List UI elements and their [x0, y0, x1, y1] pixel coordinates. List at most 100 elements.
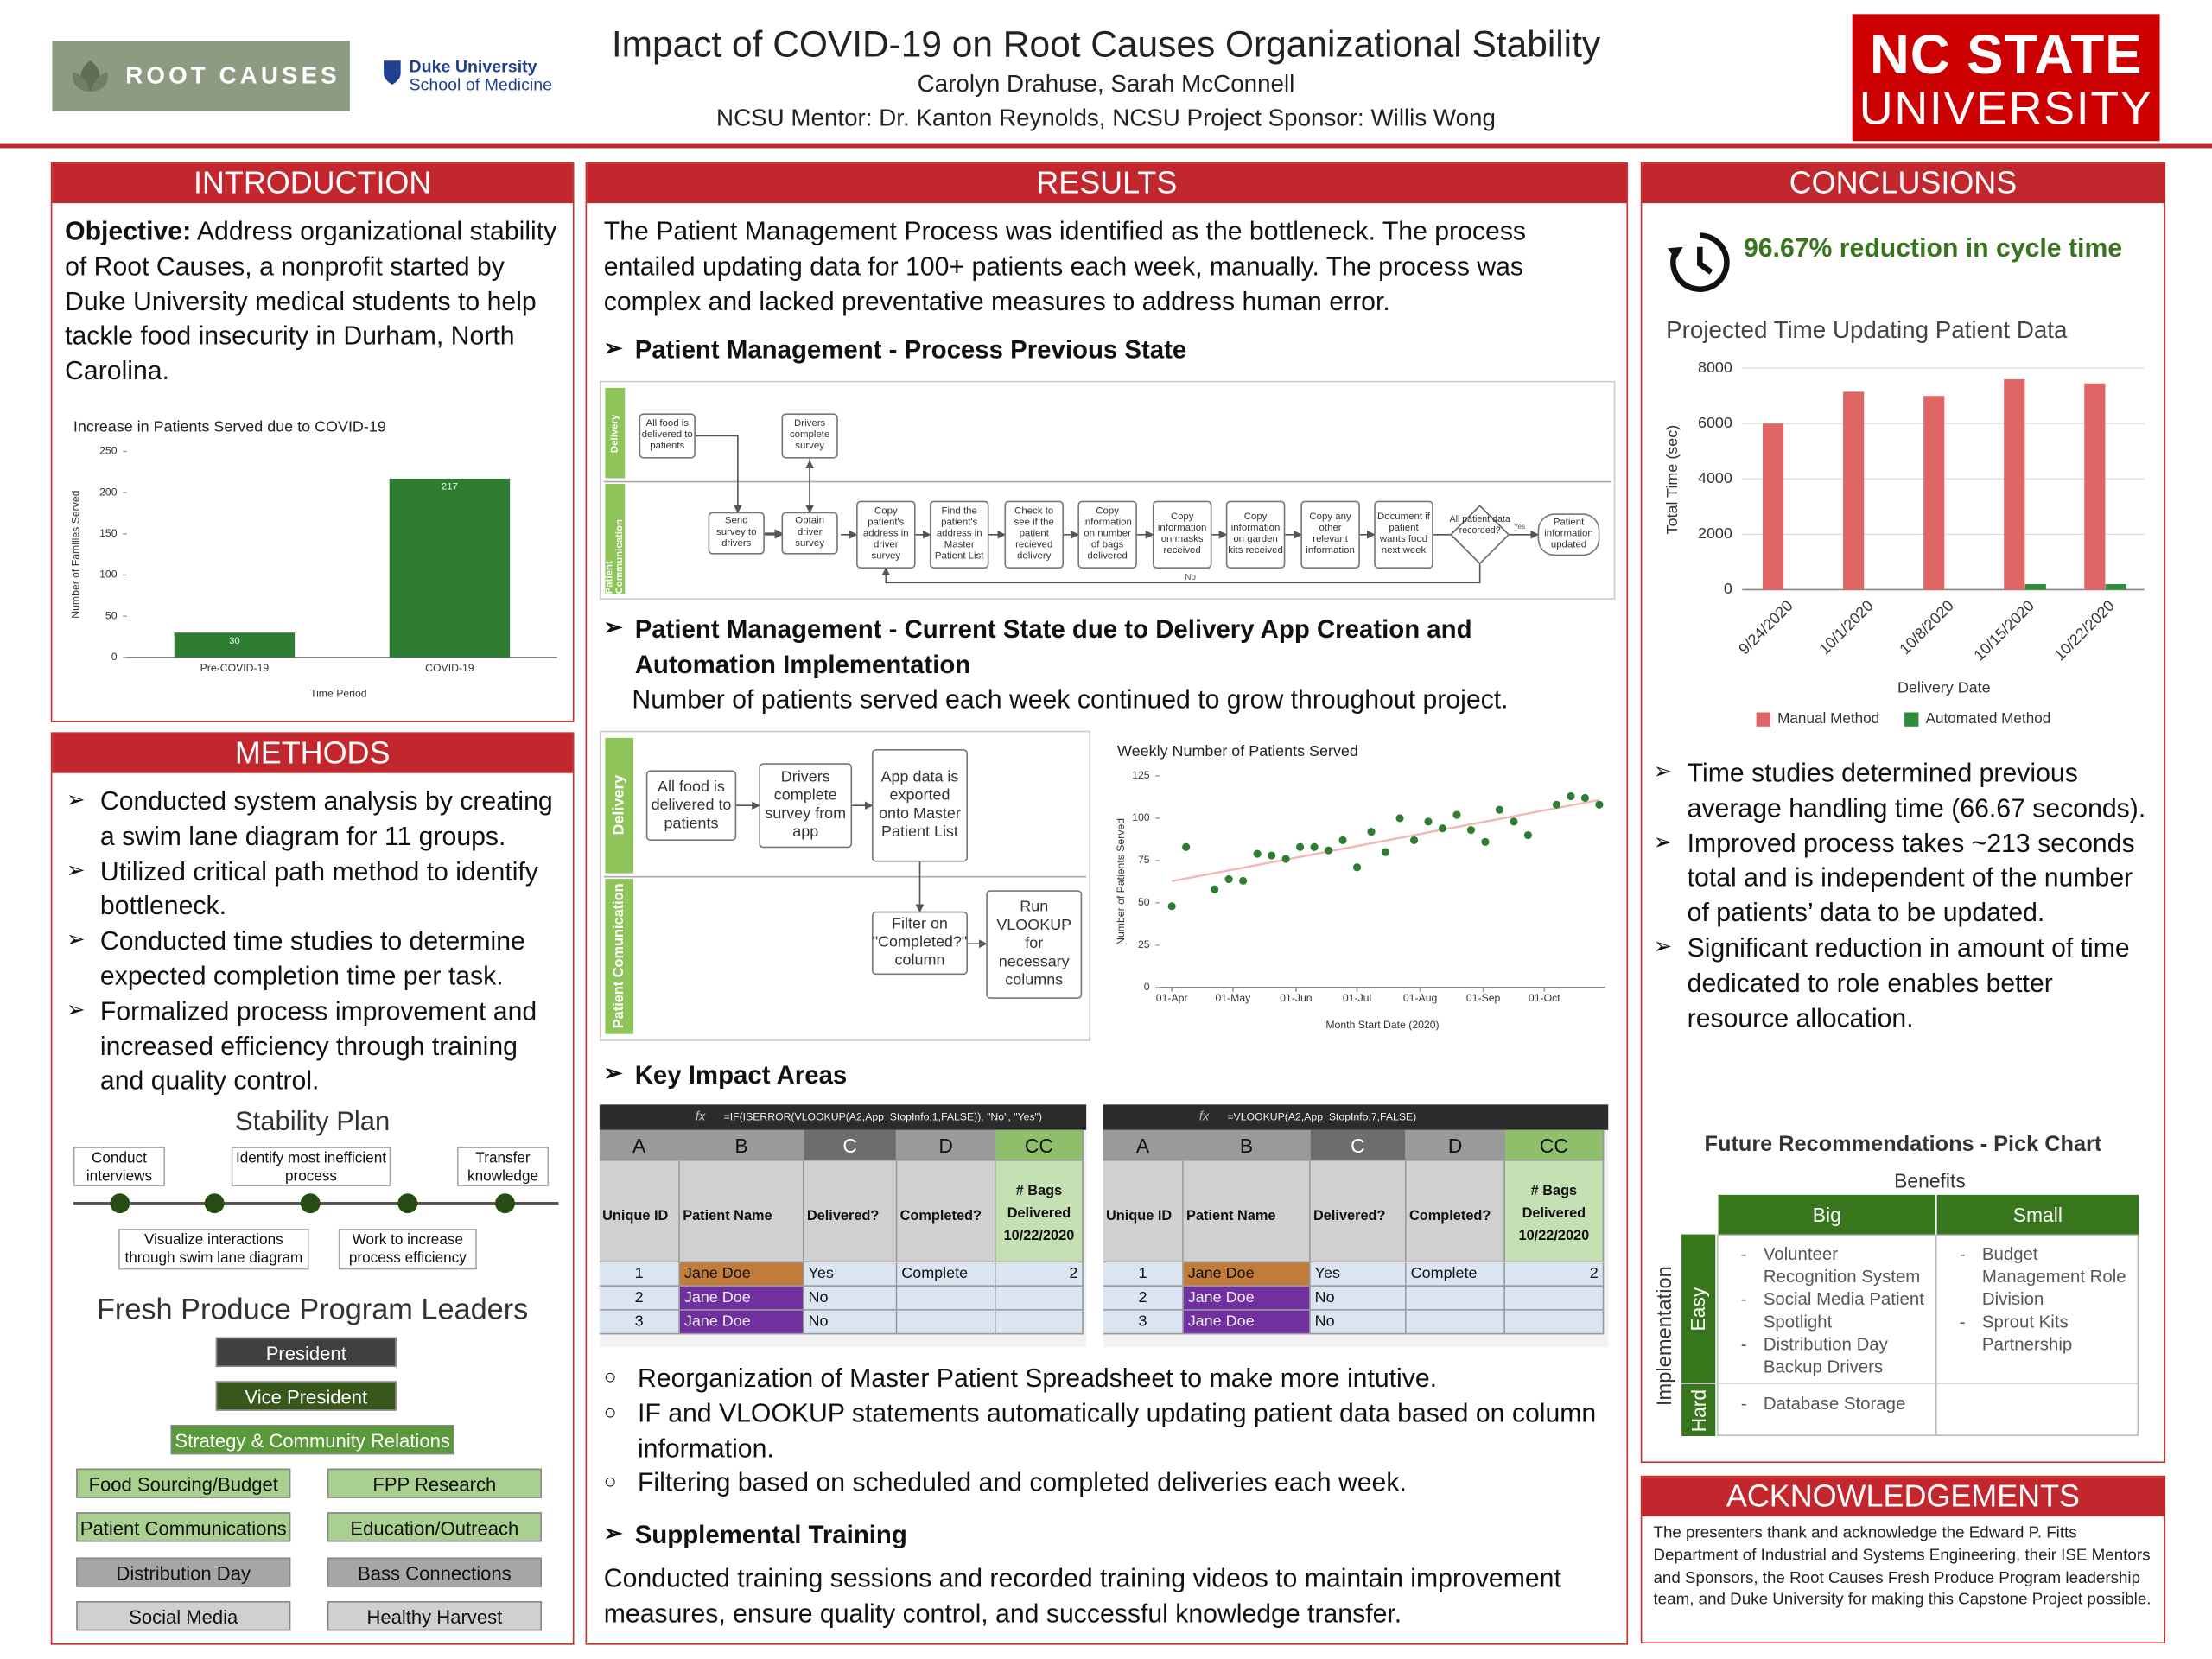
column-letter: C [804, 1129, 898, 1161]
legend-label: Automated Method [1926, 709, 2051, 727]
x-tick-label: Pre-COVID-19 [200, 662, 270, 674]
pick-row-label: Easy [1681, 1234, 1716, 1382]
point [1281, 855, 1290, 863]
leader-box: Education/Outreach [327, 1512, 542, 1542]
y-axis-label: Total Time (sec) [1663, 425, 1681, 535]
arrow [695, 435, 742, 514]
bar [1843, 391, 1865, 590]
pick-divider [1716, 1382, 2139, 1384]
weekly-chart: Weekly Number of Patients Served 0 25 50 75 1… [1115, 742, 1605, 1031]
leaf-icon [73, 60, 108, 92]
chart-title: Projected Time Updating Patient Data [1666, 316, 2068, 343]
y-tick-label: 4000 [1698, 469, 1732, 486]
point [1239, 876, 1248, 885]
y-tick-label: 25 [1138, 938, 1150, 950]
arrows [695, 435, 1540, 584]
table-cell: No [804, 1286, 898, 1311]
flow-box: Check to see if the patient recieved del… [1004, 500, 1065, 569]
flow-label: No [1185, 574, 1196, 583]
point [1296, 842, 1305, 851]
x-axis-label: Month Start Date (2020) [1325, 1019, 1439, 1031]
list-item: Database Storage - [1740, 1394, 1906, 1414]
y-tick-label: 200 [99, 486, 118, 498]
list-item: Conducted time studies to determine expe… [67, 925, 564, 995]
plan-step: Transfer knowledge [456, 1147, 550, 1187]
duke-shield [384, 60, 401, 85]
flow-box: Drivers complete survey [781, 413, 838, 459]
methods-bullets: Conducted system analysis by creating a … [67, 785, 564, 1099]
formula-icon: fx [695, 1109, 706, 1123]
point [1510, 817, 1518, 826]
plan-step: Identify most inefficient process [231, 1147, 391, 1187]
subheading: Supplemental Training [604, 1518, 907, 1553]
x-tick-label: 01-Aug [1403, 992, 1438, 1004]
plan-dot [110, 1193, 130, 1214]
table-cell [1505, 1310, 1605, 1335]
table-cell: No [1310, 1286, 1407, 1311]
table-cell: 1 [1103, 1262, 1184, 1287]
y-tick-label: 6000 [1698, 414, 1732, 431]
table-cell: 2 [1505, 1262, 1605, 1287]
point [1338, 836, 1347, 844]
list-item: Budget Management Role Division - [1959, 1244, 2126, 1310]
column-letter: CC [995, 1129, 1084, 1161]
y-tick-label: 0 [111, 651, 118, 663]
data-label: 30 [229, 636, 240, 646]
formula-icon: fx [1198, 1109, 1210, 1123]
y-tick-label: 100 [1132, 811, 1150, 823]
list-item: Reorganization of Master Patient Spreads… [604, 1362, 1605, 1396]
plan-step: Visualize interactions through swim lane… [118, 1229, 309, 1270]
x-axis-label: Delivery Date [1897, 678, 1991, 696]
plan-step: Conduct interviews [73, 1147, 166, 1187]
arrow [881, 560, 1481, 584]
y-tick-label: 100 [99, 569, 118, 581]
pick-cell: Budget Management Role Division - Sprout K… [1954, 1243, 2134, 1356]
column-header: Patient Name [1183, 1160, 1311, 1263]
legend-swatch [1756, 712, 1770, 727]
flow-box: All food is delivered to patients [645, 770, 737, 842]
table-cell: No [1310, 1310, 1407, 1335]
flow-box: App data is exported onto Master Patient… [871, 748, 968, 862]
point [1409, 836, 1419, 844]
x-tick-label: 01-Jun [1280, 992, 1313, 1004]
pick-grid [1716, 1234, 2139, 1437]
pick-implementation: Implementation [1655, 1265, 1678, 1406]
duke-logo: Duke University School of Medicine [409, 57, 552, 94]
spreadsheet: fx =IF(ISERROR(VLOOKUP(A2,App_StopInfo,1,… [599, 1104, 1087, 1348]
table-cell [897, 1286, 996, 1311]
flow-box: All food is delivered to patients [639, 413, 696, 459]
table-cell: Jane Doe [679, 1286, 804, 1311]
column-letter: CC [1505, 1129, 1605, 1161]
dash: - [1959, 1244, 1966, 1264]
results-intro: The Patient Management Process was ident… [603, 215, 1527, 316]
point [1552, 800, 1560, 809]
arrows [736, 801, 988, 949]
authors: Carolyn Drahuse, Sarah McConnell [917, 70, 1295, 98]
x-tick-label: 10/22/2020 [2050, 597, 2118, 664]
table-cell: 3 [599, 1310, 680, 1335]
flow-label: Yes [1513, 523, 1526, 532]
bar [1762, 423, 1784, 590]
ncsu-logo: NC STATE UNIVERSITY [1852, 14, 2160, 142]
plan-step: Work to increase process efficiency [338, 1229, 477, 1270]
pick-benefits: Benefits [1894, 1169, 1966, 1192]
point [1167, 902, 1176, 911]
leader-box: President [215, 1337, 397, 1368]
bar [174, 632, 296, 658]
formula: =IF(ISERROR(VLOOKUP(A2,App_StopInfo,1,FA… [723, 1109, 1042, 1123]
chart-title: Increase in Patients Served due to COVID… [73, 417, 386, 435]
list-item: IF and VLOOKUP statements automatically … [604, 1396, 1605, 1466]
dash: - [1740, 1244, 1747, 1264]
y-tick-label: 0 [1724, 580, 1732, 597]
acknowledgements-text: The presenters thank and acknowledge the… [1653, 1524, 2152, 1609]
objective: Objective: Address organizational stabil… [65, 214, 562, 389]
table-cell: Complete [1406, 1262, 1506, 1287]
y-tick-label: 75 [1138, 854, 1150, 866]
subheading: Patient Management - Process Previous St… [604, 333, 1187, 367]
table-cell [1505, 1286, 1605, 1311]
flow-box: Send survey to drivers [708, 512, 765, 555]
point [1182, 842, 1191, 851]
section-heading: METHODS [52, 733, 573, 773]
flow-box: Obtain driver survey [781, 512, 838, 555]
